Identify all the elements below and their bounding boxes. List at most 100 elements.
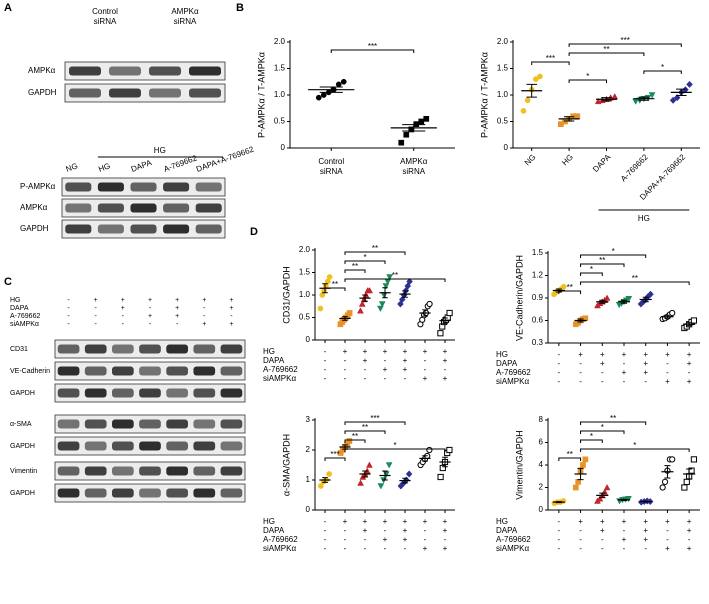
treatment-cell: + bbox=[403, 347, 408, 356]
error-bar bbox=[620, 498, 628, 501]
y-axis-label: Vimentin/GAPDH bbox=[514, 430, 524, 499]
treatment-cell: + bbox=[687, 377, 692, 386]
treatment-cell: + bbox=[148, 297, 152, 304]
blot-band bbox=[220, 366, 243, 376]
significance-bracket bbox=[344, 260, 386, 264]
blot-band bbox=[97, 182, 124, 192]
y-tick-label: 4 bbox=[539, 460, 544, 469]
error-bar bbox=[422, 309, 428, 317]
blot-band bbox=[220, 488, 243, 498]
blot-band bbox=[139, 466, 161, 476]
data-point bbox=[625, 296, 633, 303]
significance-bracket bbox=[344, 278, 446, 282]
error-bar bbox=[555, 501, 562, 504]
group-label: HG bbox=[154, 146, 166, 155]
treatment-cell: + bbox=[687, 517, 692, 526]
treatment-cell: + bbox=[622, 535, 627, 544]
y-tick-label: 1.5 bbox=[497, 64, 509, 73]
significance-label: ** bbox=[352, 432, 358, 441]
treatment-cell: + bbox=[383, 517, 388, 526]
treatment-label: A-769662 bbox=[10, 313, 40, 320]
blot-band bbox=[193, 488, 216, 498]
blot-band bbox=[139, 388, 161, 398]
significance-bracket bbox=[344, 448, 446, 452]
treatment-cell: + bbox=[175, 305, 179, 312]
treatment-cell: + bbox=[229, 321, 233, 328]
blot-band bbox=[84, 388, 107, 398]
treatment-cell: - bbox=[558, 377, 561, 386]
treatment-label: HG bbox=[263, 517, 275, 526]
treatment-cell: - bbox=[324, 365, 327, 374]
x-tick-label: Control siRNA bbox=[318, 157, 344, 176]
treatment-cell: + bbox=[443, 544, 448, 553]
data-point bbox=[356, 307, 364, 314]
treatment-cell: + bbox=[665, 350, 670, 359]
blot-band bbox=[109, 66, 141, 76]
blot-row-label: GAPDH bbox=[10, 443, 35, 450]
treatment-cell: + bbox=[687, 350, 692, 359]
y-tick-label: 0 bbox=[539, 505, 544, 514]
treatment-cell: - bbox=[324, 356, 327, 365]
treatment-cell: - bbox=[666, 526, 669, 535]
data-point bbox=[648, 92, 656, 99]
treatment-cell: - bbox=[558, 517, 561, 526]
blot-band bbox=[193, 466, 216, 476]
treatment-cell: + bbox=[403, 526, 408, 535]
treatment-cell: + bbox=[687, 544, 692, 553]
blot-band bbox=[220, 344, 243, 354]
significance-label: ** bbox=[603, 45, 609, 54]
blot-band bbox=[112, 466, 134, 476]
treatment-cell: + bbox=[643, 368, 648, 377]
significance-label: *** bbox=[368, 42, 377, 51]
data-point bbox=[318, 483, 324, 489]
treatment-cell: - bbox=[579, 544, 582, 553]
blot-band bbox=[97, 224, 124, 234]
blot-band bbox=[193, 388, 216, 398]
column-label: AMPKα siRNA bbox=[171, 7, 199, 26]
significance-label: *** bbox=[621, 36, 630, 45]
blot-band bbox=[149, 66, 181, 76]
treatment-cell: - bbox=[344, 526, 347, 535]
significance-label: * bbox=[633, 441, 636, 450]
treatment-cell: + bbox=[121, 305, 125, 312]
y-tick-label: 0 bbox=[306, 505, 311, 514]
blot-band bbox=[57, 344, 80, 354]
significance-bracket bbox=[568, 43, 682, 47]
data-point bbox=[386, 274, 394, 281]
blot-band bbox=[84, 344, 107, 354]
significance-label: *** bbox=[546, 54, 555, 63]
treatment-cell: + bbox=[363, 347, 368, 356]
treatment-cell: - bbox=[688, 368, 691, 377]
panel-label: B bbox=[236, 2, 244, 14]
significance-bracket bbox=[344, 439, 366, 443]
treatment-cell: + bbox=[643, 359, 648, 368]
significance-bracket bbox=[558, 457, 582, 461]
blot-row-label: Vimentin bbox=[10, 468, 37, 475]
significance-bracket bbox=[568, 79, 607, 83]
significance-label: * bbox=[393, 441, 396, 450]
significance-bracket bbox=[344, 430, 386, 434]
blot-band bbox=[189, 88, 221, 98]
treatment-cell: - bbox=[579, 526, 582, 535]
data-point bbox=[366, 286, 374, 294]
treatment-cell: - bbox=[176, 321, 179, 328]
treatment-cell: + bbox=[600, 350, 605, 359]
treatment-cell: - bbox=[623, 544, 626, 553]
y-tick-label: 2.0 bbox=[497, 37, 509, 46]
data-point bbox=[690, 317, 698, 324]
significance-label: *** bbox=[330, 450, 339, 459]
error-bar bbox=[599, 299, 606, 304]
treatment-cell: - bbox=[67, 321, 70, 328]
treatment-cell: - bbox=[344, 356, 347, 365]
treatment-cell: - bbox=[384, 526, 387, 535]
group-label: HG bbox=[638, 214, 650, 223]
significance-bracket bbox=[580, 281, 690, 285]
data-point bbox=[683, 478, 690, 485]
blot-band bbox=[166, 344, 188, 354]
treatment-cell: - bbox=[344, 544, 347, 553]
y-tick-label: 0.5 bbox=[497, 117, 509, 126]
data-point bbox=[418, 118, 425, 125]
treatment-cell: - bbox=[122, 313, 125, 320]
treatment-cell: - bbox=[344, 535, 347, 544]
treatment-cell: - bbox=[230, 313, 233, 320]
